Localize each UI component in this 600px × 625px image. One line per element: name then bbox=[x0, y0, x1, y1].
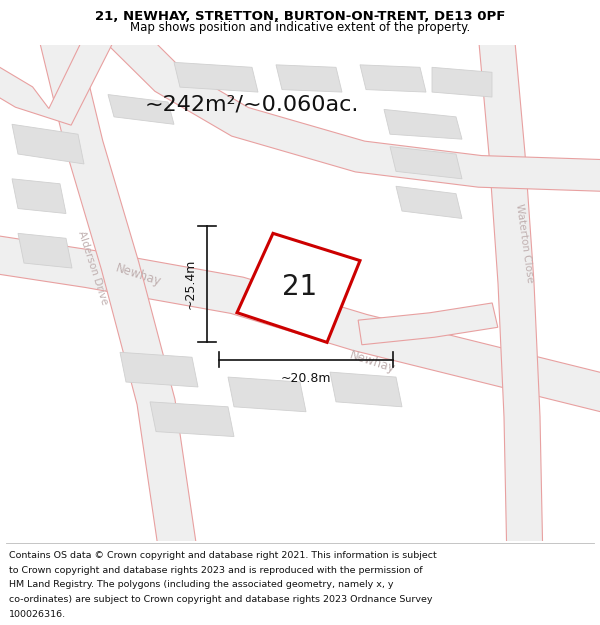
Text: 21, NEWHAY, STRETTON, BURTON-ON-TRENT, DE13 0PF: 21, NEWHAY, STRETTON, BURTON-ON-TRENT, D… bbox=[95, 10, 505, 23]
Polygon shape bbox=[12, 179, 66, 214]
Polygon shape bbox=[360, 65, 426, 92]
Text: 100026316.: 100026316. bbox=[9, 610, 66, 619]
Polygon shape bbox=[396, 186, 462, 219]
Text: Contains OS data © Crown copyright and database right 2021. This information is : Contains OS data © Crown copyright and d… bbox=[9, 551, 437, 560]
Text: Newhay: Newhay bbox=[347, 349, 397, 376]
Polygon shape bbox=[150, 402, 234, 436]
Text: Newhay: Newhay bbox=[113, 262, 163, 289]
Polygon shape bbox=[390, 147, 462, 179]
Text: ~20.8m: ~20.8m bbox=[281, 372, 331, 385]
Polygon shape bbox=[477, 19, 543, 566]
Polygon shape bbox=[93, 10, 600, 192]
Polygon shape bbox=[384, 109, 462, 139]
Polygon shape bbox=[330, 372, 402, 407]
Text: co-ordinates) are subject to Crown copyright and database rights 2023 Ordnance S: co-ordinates) are subject to Crown copyr… bbox=[9, 595, 433, 604]
Polygon shape bbox=[35, 17, 199, 568]
Polygon shape bbox=[432, 68, 492, 97]
Polygon shape bbox=[237, 233, 360, 342]
Text: Alderson Drive: Alderson Drive bbox=[76, 230, 110, 306]
Polygon shape bbox=[0, 16, 122, 125]
Polygon shape bbox=[12, 124, 84, 164]
Polygon shape bbox=[276, 65, 342, 92]
Polygon shape bbox=[18, 233, 72, 268]
Polygon shape bbox=[0, 232, 600, 418]
Polygon shape bbox=[108, 94, 174, 124]
Text: HM Land Registry. The polygons (including the associated geometry, namely x, y: HM Land Registry. The polygons (includin… bbox=[9, 580, 394, 589]
Polygon shape bbox=[358, 303, 498, 345]
Text: ~25.4m: ~25.4m bbox=[183, 259, 196, 309]
Text: to Crown copyright and database rights 2023 and is reproduced with the permissio: to Crown copyright and database rights 2… bbox=[9, 566, 422, 574]
Text: ~242m²/~0.060ac.: ~242m²/~0.060ac. bbox=[145, 94, 359, 114]
Polygon shape bbox=[174, 62, 258, 92]
Text: Map shows position and indicative extent of the property.: Map shows position and indicative extent… bbox=[130, 21, 470, 34]
Polygon shape bbox=[120, 352, 198, 387]
Text: Waterton Close: Waterton Close bbox=[514, 203, 536, 284]
Polygon shape bbox=[228, 377, 306, 412]
Text: 21: 21 bbox=[281, 273, 317, 301]
